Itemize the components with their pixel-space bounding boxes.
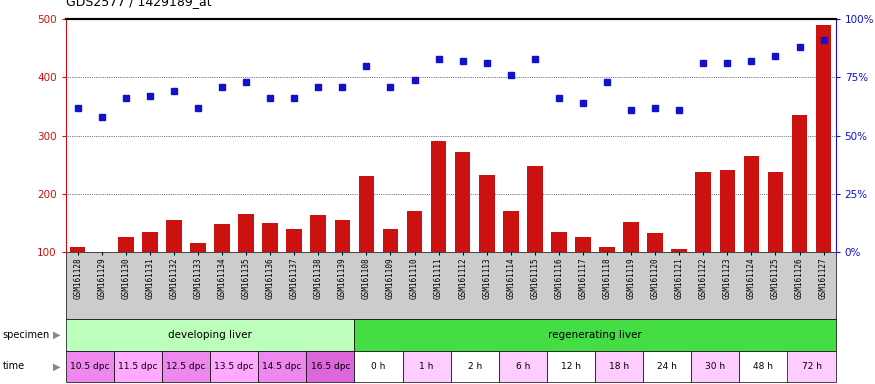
Text: 6 h: 6 h: [515, 362, 530, 371]
Text: specimen: specimen: [3, 330, 50, 340]
Text: 12 h: 12 h: [561, 362, 581, 371]
Text: 0 h: 0 h: [371, 362, 386, 371]
Bar: [238, 214, 254, 252]
Text: 18 h: 18 h: [609, 362, 629, 371]
Bar: [70, 247, 86, 252]
Bar: [430, 141, 446, 252]
Bar: [382, 228, 398, 252]
Bar: [311, 215, 326, 252]
Bar: [599, 247, 615, 252]
Text: 30 h: 30 h: [705, 362, 725, 371]
Text: 1 h: 1 h: [419, 362, 434, 371]
Text: 24 h: 24 h: [657, 362, 677, 371]
Bar: [767, 172, 783, 252]
Bar: [118, 237, 134, 252]
Bar: [816, 25, 831, 252]
Bar: [142, 232, 158, 252]
Text: ▶: ▶: [53, 330, 60, 340]
Bar: [407, 211, 423, 252]
Text: 48 h: 48 h: [753, 362, 774, 371]
Bar: [190, 243, 206, 252]
Text: 72 h: 72 h: [802, 362, 822, 371]
Bar: [671, 249, 687, 252]
Text: regenerating liver: regenerating liver: [548, 330, 642, 340]
Bar: [359, 176, 374, 252]
Text: 12.5 dpc: 12.5 dpc: [166, 362, 206, 371]
Text: developing liver: developing liver: [168, 330, 252, 340]
Bar: [214, 224, 230, 252]
Bar: [479, 175, 494, 252]
Bar: [166, 220, 182, 252]
Text: 14.5 dpc: 14.5 dpc: [262, 362, 302, 371]
Bar: [286, 228, 302, 252]
Bar: [503, 211, 519, 252]
Bar: [551, 232, 567, 252]
Bar: [455, 152, 471, 252]
Text: 11.5 dpc: 11.5 dpc: [118, 362, 158, 371]
Bar: [792, 115, 808, 252]
Bar: [575, 237, 591, 252]
Bar: [527, 166, 542, 252]
Text: ▶: ▶: [53, 361, 60, 371]
Text: 13.5 dpc: 13.5 dpc: [214, 362, 254, 371]
Text: GDS2577 / 1429189_at: GDS2577 / 1429189_at: [66, 0, 211, 8]
Bar: [744, 156, 760, 252]
Text: time: time: [3, 361, 24, 371]
Bar: [719, 170, 735, 252]
Text: 16.5 dpc: 16.5 dpc: [311, 362, 350, 371]
Bar: [648, 233, 663, 252]
Text: 10.5 dpc: 10.5 dpc: [70, 362, 109, 371]
Text: 2 h: 2 h: [467, 362, 482, 371]
Bar: [262, 223, 278, 252]
Bar: [696, 172, 711, 252]
Bar: [334, 220, 350, 252]
Bar: [623, 222, 639, 252]
